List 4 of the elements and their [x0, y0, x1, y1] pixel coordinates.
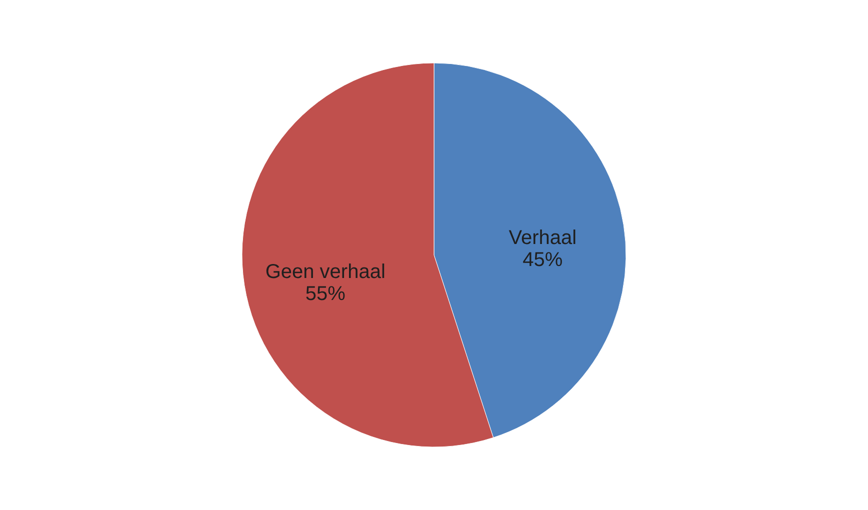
data-label: 55% — [305, 283, 346, 306]
slice-label: Verhaal — [508, 226, 577, 249]
data-label: 45% — [522, 248, 563, 271]
slice-label: Geen verhaal — [265, 261, 386, 284]
